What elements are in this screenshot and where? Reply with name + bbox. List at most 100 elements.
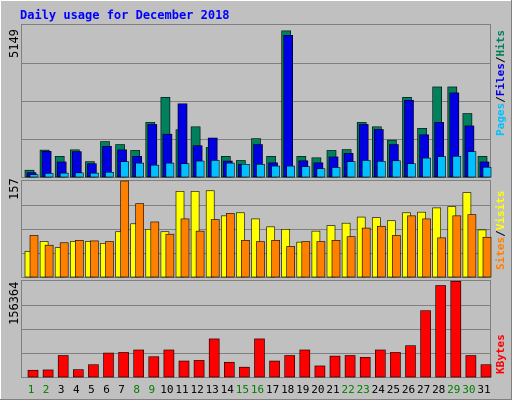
day-label: 6: [103, 383, 110, 396]
pages-bar-day-6: [105, 171, 114, 178]
kbytes-bar-day-28: [435, 285, 447, 378]
day-label: 1: [28, 383, 35, 396]
sites-bar-day-16: [256, 241, 265, 278]
day-label: 25: [387, 383, 400, 396]
legend-files: Files: [494, 63, 507, 96]
kbytes-bar-day-4: [73, 369, 84, 378]
legend-pages: Pages: [494, 103, 507, 136]
kbytes-bar-day-16: [254, 338, 265, 378]
pages-bar-day-25: [392, 160, 401, 178]
legend-separator: /: [494, 96, 507, 103]
kbytes-bar-day-2: [42, 369, 54, 378]
kbytes-bar-day-21: [329, 355, 341, 378]
pages-bar-day-10: [165, 162, 175, 178]
kbytes-bar-day-14: [224, 361, 235, 378]
day-label: 26: [402, 383, 415, 396]
kbytes-bar-day-24: [374, 349, 386, 378]
pages-bar-day-26: [407, 163, 416, 178]
pages-bar-day-3: [59, 172, 69, 178]
day-label: 18: [281, 383, 294, 396]
sites-bar-day-1: [29, 235, 39, 278]
pages-bar-day-8: [135, 162, 144, 178]
day-label: 17: [266, 383, 279, 396]
sites-bar-day-23: [361, 227, 371, 278]
pages-bar-day-23: [361, 160, 371, 178]
kbytes-bar-day-5: [88, 364, 99, 378]
day-label: 2: [43, 383, 50, 396]
pages-bar-day-24: [376, 161, 386, 178]
day-label: 21: [326, 383, 339, 396]
day-label: 10: [160, 383, 173, 396]
day-label: 15: [236, 383, 249, 396]
sites-bar-day-28: [437, 237, 447, 278]
day-label: 28: [432, 383, 445, 396]
sites-bar-day-31: [482, 236, 492, 278]
sites-bar-day-24: [376, 225, 386, 278]
day-label: 22: [341, 383, 354, 396]
kbytes-bar-day-12: [193, 360, 205, 378]
day-label: 4: [73, 383, 80, 396]
sites-bar-day-18: [286, 246, 296, 278]
kbytes-bar-day-22: [344, 355, 356, 378]
pages-bar-day-17: [271, 165, 280, 178]
kbytes-bar-day-13: [208, 338, 220, 378]
sites-bar-day-15: [241, 240, 250, 278]
sites-bar-day-30: [467, 214, 477, 278]
legend-separator: /: [494, 230, 507, 237]
sites-bar-day-2: [44, 244, 54, 278]
sites-bar-day-25: [392, 235, 401, 278]
day-label: 12: [190, 383, 203, 396]
pages-bar-day-30: [467, 151, 477, 178]
hits-panel-legend: Pages/Files/Hits: [494, 30, 507, 136]
sites-bar-day-27: [422, 218, 431, 278]
pages-bar-day-31: [482, 166, 492, 178]
kbytes-bar-day-7: [118, 352, 129, 378]
pages-bar-day-28: [437, 156, 447, 178]
day-label: 13: [206, 383, 219, 396]
day-label: 3: [58, 383, 65, 396]
pages-bar-day-27: [422, 157, 431, 178]
sites-bar-day-12: [195, 230, 205, 278]
files-bar-day-18: [283, 35, 294, 178]
chart-title: Daily usage for December 2018: [20, 8, 230, 22]
pages-bar-day-11: [180, 163, 190, 178]
kbytes-bar-day-10: [163, 349, 175, 378]
pages-bar-day-4: [75, 172, 84, 178]
day-label: 30: [462, 383, 475, 396]
kbytes-bar-day-31: [480, 364, 492, 378]
kbytes-bar-day-26: [405, 345, 416, 378]
kbytes-panel-legend: KBytes: [494, 334, 507, 374]
kbytes-panel-max-label: 156364: [7, 282, 21, 325]
legend-sites: Sites: [494, 237, 507, 270]
legend-visits: Visits: [494, 191, 507, 231]
sites-bar-day-8: [135, 203, 144, 278]
pages-bar-day-1: [29, 174, 39, 178]
day-label: 8: [133, 383, 140, 396]
kbytes-bar-day-17: [269, 360, 280, 378]
pages-bar-day-2: [44, 173, 54, 178]
sites-bar-day-10: [165, 233, 175, 278]
day-label: 24: [372, 383, 386, 396]
files-bar-day-2: [41, 151, 52, 178]
day-label: 20: [311, 383, 324, 396]
pages-bar-day-14: [226, 162, 235, 178]
pages-bar-day-7: [120, 161, 129, 178]
sites-bar-day-7: [120, 180, 129, 278]
day-label: 31: [477, 383, 490, 396]
day-label: 16: [251, 383, 264, 396]
bars-layer: [24, 30, 492, 378]
sites-bar-day-17: [271, 240, 280, 278]
sites-bar-day-3: [59, 242, 69, 278]
sites-bar-day-19: [301, 241, 311, 278]
legend-hits: Hits: [494, 30, 507, 57]
day-label: 29: [447, 383, 460, 396]
sites-bar-day-11: [180, 218, 190, 278]
kbytes-bar-day-27: [420, 310, 431, 378]
visits-panel-max-label: 157: [7, 178, 21, 200]
sites-bar-day-21: [331, 240, 341, 278]
pages-bar-day-21: [331, 167, 341, 178]
pages-bar-day-18: [286, 165, 296, 178]
kbytes-bar-day-18: [284, 355, 296, 378]
kbytes-bar-day-25: [390, 352, 401, 378]
kbytes-bar-day-20: [314, 365, 326, 378]
